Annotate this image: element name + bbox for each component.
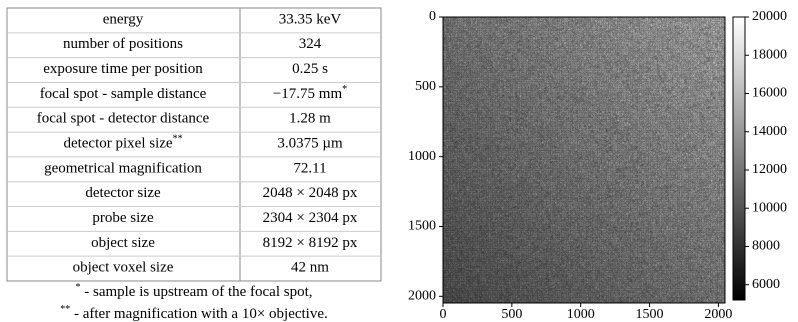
- cell-sup: *: [342, 84, 347, 95]
- cell-text: 8192 × 8192 px: [263, 235, 358, 251]
- cell-text: object size: [91, 235, 155, 251]
- table-cell: 0.25 s: [292, 61, 328, 77]
- cell-text: focal spot - sample distance: [40, 86, 207, 102]
- table-cell: detector size: [85, 186, 161, 202]
- cell-text: 3.0375 µm: [277, 136, 343, 152]
- cell-text: geometrical magnification: [44, 161, 202, 177]
- figure: energy 33.35 keV number of positions 324 exp…: [0, 0, 798, 322]
- cell-text: 33.35 keV: [279, 12, 342, 28]
- colorbar-tick-label: 10000: [752, 200, 787, 215]
- y-tick-label: 1500: [408, 219, 436, 234]
- footnote-sup: **: [60, 304, 70, 315]
- table-cell: detector pixel size**: [63, 134, 182, 152]
- table-cell: 33.35 keV: [279, 12, 342, 28]
- x-tick-label: 1000: [567, 307, 595, 322]
- table-cell: 3.0375 µm: [277, 136, 343, 152]
- cell-text: detector pixel size: [63, 136, 172, 152]
- image-shade: [443, 17, 725, 303]
- cell-text: 2048 × 2048 px: [263, 186, 358, 202]
- y-tick-label: 1000: [408, 149, 436, 164]
- cell-text: −17.75 mm: [273, 86, 343, 102]
- cell-sup: **: [173, 134, 183, 145]
- cell-text: 42 nm: [291, 260, 329, 276]
- x-tick-label: 2000: [704, 307, 732, 322]
- cell-text: number of positions: [63, 37, 183, 53]
- table-cell: 8192 × 8192 px: [263, 235, 358, 251]
- footnote: * - sample is upstream of the focal spot…: [75, 282, 312, 300]
- table-cell: 42 nm: [291, 260, 329, 276]
- x-tick-label: 1500: [636, 307, 664, 322]
- y-tick-label: 0: [429, 9, 436, 24]
- colorbar-tick-label: 12000: [752, 162, 787, 177]
- cell-text: 324: [299, 37, 322, 53]
- colorbar-tick-label: 14000: [752, 124, 787, 139]
- colorbar-tick-label: 20000: [752, 9, 787, 24]
- footnote-text: - sample is upstream of the focal spot,: [80, 284, 312, 300]
- cell-text: object voxel size: [73, 260, 174, 276]
- table-cell: object size: [91, 235, 155, 251]
- cell-text: detector size: [85, 186, 161, 202]
- cell-text: energy: [103, 12, 144, 28]
- table-cell: 2048 × 2048 px: [263, 186, 358, 202]
- cell-text: 72.11: [293, 161, 326, 177]
- table-cell: 324: [299, 37, 322, 53]
- table-cell: 2304 × 2304 px: [263, 210, 358, 226]
- footnote-text: - after magnification with a 10× objecti…: [70, 306, 328, 322]
- colorbar-tick-label: 6000: [752, 277, 780, 292]
- table-cell: −17.75 mm*: [273, 84, 347, 102]
- table-cell: number of positions: [63, 37, 183, 53]
- cell-text: 2304 × 2304 px: [263, 210, 358, 226]
- colorbar-tick-label: 16000: [752, 86, 787, 101]
- colorbar: [733, 17, 745, 300]
- colorbar-tick-label: 18000: [752, 47, 787, 62]
- table-cell: object voxel size: [73, 260, 174, 276]
- x-tick-label: 0: [440, 307, 447, 322]
- cell-text: exposure time per position: [43, 61, 203, 77]
- y-tick-label: 2000: [408, 289, 436, 304]
- cell-text: 0.25 s: [292, 61, 328, 77]
- table-cell: geometrical magnification: [44, 161, 202, 177]
- cell-text: focal spot - detector distance: [37, 111, 210, 127]
- page: energy 33.35 keV number of positions 324 exp…: [0, 0, 798, 322]
- cell-text: 1.28 m: [289, 111, 331, 127]
- table-cell: focal spot - sample distance: [40, 86, 207, 102]
- footnote: ** - after magnification with a 10× obje…: [60, 304, 328, 322]
- y-tick-label: 500: [415, 79, 436, 94]
- table-cell: 72.11: [293, 161, 326, 177]
- table-cell: 1.28 m: [289, 111, 331, 127]
- table-cell: energy: [103, 12, 144, 28]
- x-tick-label: 500: [501, 307, 522, 322]
- table-cell: focal spot - detector distance: [37, 111, 210, 127]
- cell-text: probe size: [92, 210, 154, 226]
- colorbar-tick-label: 8000: [752, 239, 780, 254]
- table-cell: exposure time per position: [43, 61, 203, 77]
- table-cell: probe size: [92, 210, 154, 226]
